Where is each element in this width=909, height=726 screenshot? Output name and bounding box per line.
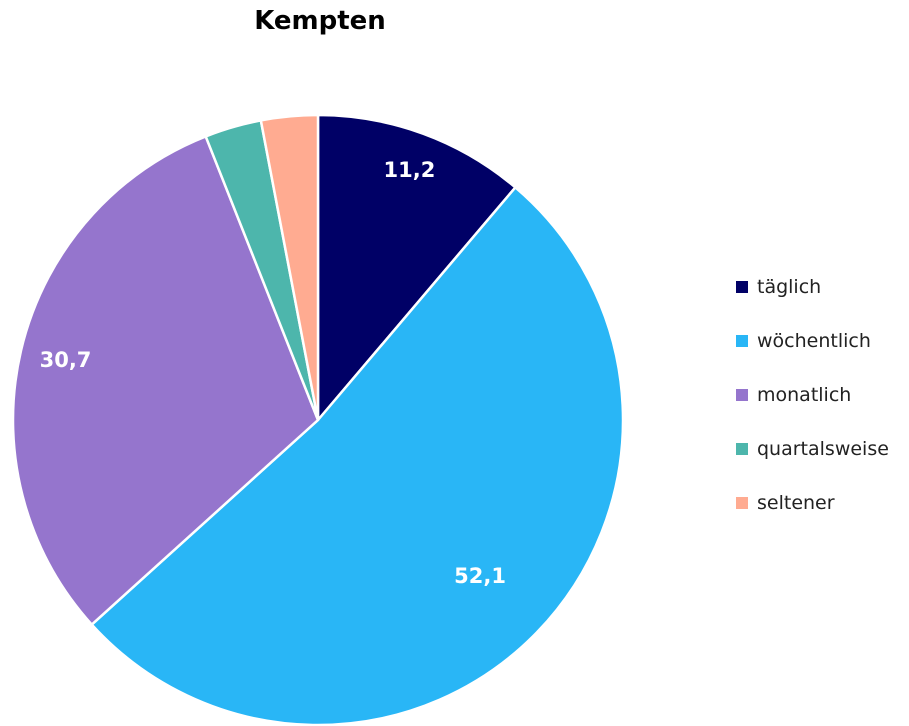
legend-swatch bbox=[736, 443, 748, 455]
legend-label: täglich bbox=[757, 276, 822, 298]
legend-swatch bbox=[736, 389, 748, 401]
pie-label-0: 11,2 bbox=[384, 158, 436, 182]
chart-title: Kempten bbox=[254, 6, 386, 36]
legend-label: wöchentlich bbox=[757, 330, 871, 352]
pie-slice-2 bbox=[11, 134, 320, 627]
legend-label: monatlich bbox=[757, 384, 852, 406]
legend-swatch bbox=[736, 281, 748, 293]
pie-slices bbox=[11, 113, 625, 726]
legend-swatch bbox=[736, 335, 748, 347]
pie-labels: 11,2 52,1 30,7 bbox=[40, 158, 506, 588]
pie-slice-4 bbox=[259, 113, 320, 421]
legend-item-1: wöchentlich bbox=[736, 327, 889, 355]
legend-item-4: seltener bbox=[736, 489, 889, 517]
legend-label: quartalsweise bbox=[757, 438, 889, 460]
legend-label: seltener bbox=[757, 492, 835, 514]
pie-slice-0 bbox=[316, 113, 518, 424]
pie-label-2: 30,7 bbox=[40, 348, 92, 372]
legend-item-0: täglich bbox=[736, 273, 889, 301]
pie-slice-1 bbox=[90, 185, 625, 726]
legend-item-3: quartalsweise bbox=[736, 435, 889, 463]
pie-label-1: 52,1 bbox=[454, 564, 506, 588]
legend: täglich wöchentlich monatlich quartalsweise… bbox=[736, 273, 889, 543]
legend-swatch bbox=[736, 497, 748, 509]
legend-item-2: monatlich bbox=[736, 381, 889, 409]
